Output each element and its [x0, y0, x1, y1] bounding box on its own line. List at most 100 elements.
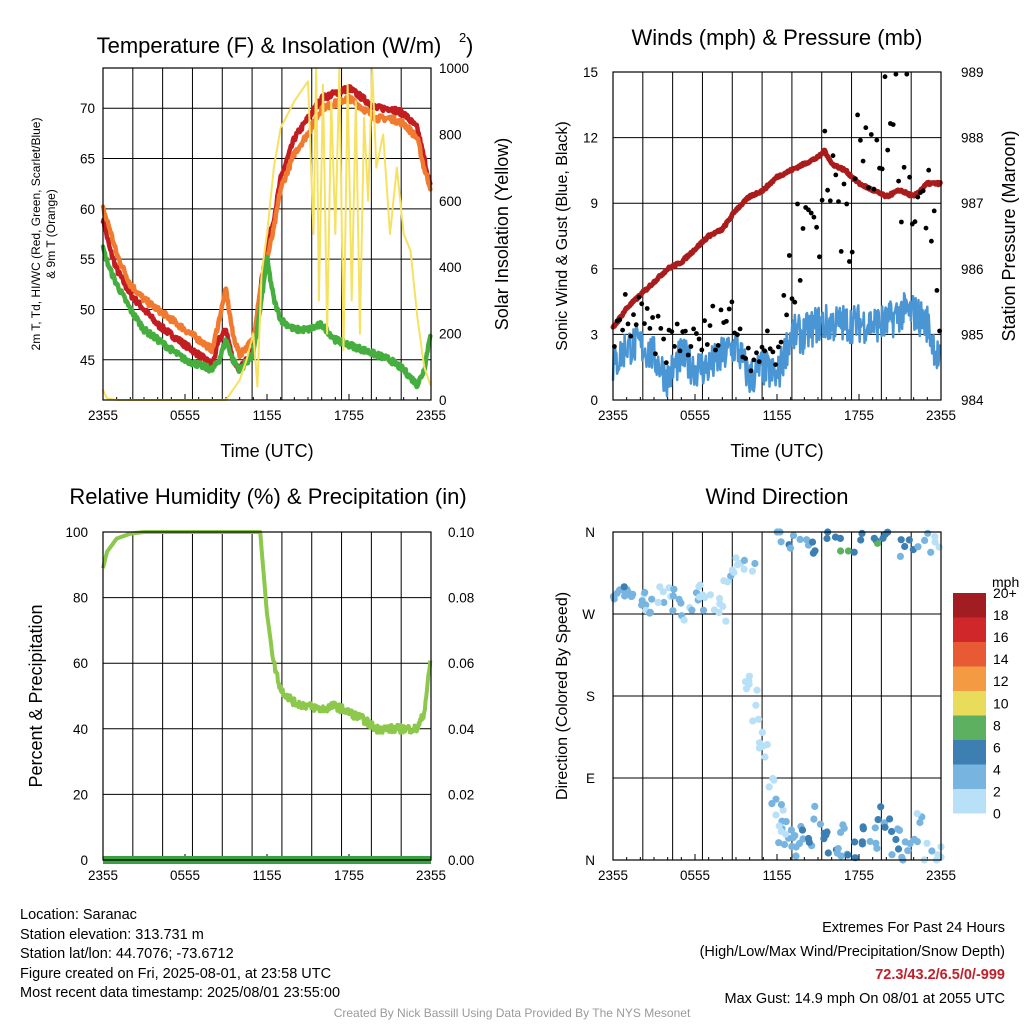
direction-point	[927, 548, 935, 556]
direction-point	[775, 822, 783, 830]
y-tick-label: 9	[590, 196, 598, 211]
gust-point	[871, 186, 877, 192]
direction-point	[670, 585, 678, 593]
gust-point	[855, 112, 860, 118]
gust-point	[893, 71, 899, 77]
direction-point	[777, 827, 785, 836]
direction-point	[858, 840, 867, 848]
gust-point	[642, 321, 647, 326]
direction-point	[810, 815, 818, 823]
y2-axis-label: Station Pressure (Maroon)	[999, 130, 1019, 341]
gust-point	[724, 318, 729, 324]
colorbar-swatch	[953, 666, 986, 691]
gust-point	[620, 327, 625, 333]
y-axis-label-line1: 2m T, Td, HI/WC (Red, Green, Scarlet/Blu…	[29, 118, 43, 351]
gust-point	[797, 278, 803, 283]
x-tick-label: 0555	[170, 408, 200, 423]
direction-point	[904, 847, 912, 855]
y-tick-label: N	[585, 853, 595, 868]
direction-point	[732, 554, 740, 562]
plot-border	[102, 531, 432, 861]
direction-point	[752, 701, 760, 709]
direction-point	[851, 838, 859, 846]
direction-point	[748, 567, 757, 575]
gust-point	[929, 238, 934, 244]
series-line-sonic-wind	[611, 292, 942, 398]
direction-point	[805, 838, 813, 846]
y2-tick-label: 0.04	[448, 722, 475, 737]
direction-point	[837, 547, 845, 555]
chart-title-humidity: Relative Humidity (%) & Precipitation (i…	[69, 484, 466, 509]
station-elevation: Station elevation: 313.731 m	[20, 926, 204, 943]
x-tick-label: 0555	[680, 868, 710, 883]
direction-point	[753, 686, 761, 694]
direction-point	[722, 617, 730, 625]
y-tick-label: 65	[80, 152, 95, 167]
direction-point	[740, 565, 748, 573]
direction-point	[921, 536, 929, 545]
y-tick-label: W	[582, 607, 595, 622]
max-gust: Max Gust: 14.9 mph On 08/01 at 2055 UTC	[724, 990, 1005, 1007]
direction-point	[669, 592, 677, 600]
y2-tick-label: 0.10	[448, 525, 474, 540]
x-tick-label: 1155	[762, 868, 791, 883]
y2-tick-label: 985	[961, 327, 984, 342]
series-line-td	[100, 244, 433, 390]
colorbar-swatch	[953, 764, 986, 789]
direction-point	[796, 535, 804, 544]
direction-point	[923, 839, 931, 847]
y-tick-label: 100	[65, 525, 88, 540]
direction-point	[873, 844, 881, 852]
extremes-info: Extremes For Past 24 Hours (High/Low/Max…	[700, 917, 1005, 1011]
y-tick-label: 55	[80, 252, 95, 267]
gust-point	[852, 176, 858, 182]
gust-point	[661, 336, 666, 342]
direction-point	[755, 715, 763, 723]
gust-point	[658, 326, 664, 331]
gust-point	[683, 328, 688, 334]
plot-border	[102, 67, 432, 401]
gust-point	[866, 185, 871, 191]
direction-point	[901, 542, 909, 551]
direction-point	[839, 821, 847, 829]
gust-point	[770, 349, 776, 355]
gust-point	[901, 164, 907, 170]
gust-point	[699, 347, 705, 353]
gust-point	[729, 299, 735, 305]
direction-point	[892, 835, 900, 844]
direction-point	[874, 816, 882, 824]
gust-point	[688, 344, 694, 349]
direction-point	[677, 599, 685, 607]
gust-point	[896, 178, 901, 184]
station-location: Location: Saranac	[20, 907, 137, 923]
gust-point	[762, 348, 768, 354]
gust-point	[849, 249, 855, 255]
y2-tick-label: 0.06	[448, 656, 474, 671]
direction-point	[688, 606, 696, 614]
gust-point	[704, 342, 710, 347]
gust-point	[631, 312, 636, 318]
colorbar-swatch	[953, 642, 986, 667]
direction-point	[798, 826, 807, 834]
gust-point	[912, 219, 918, 225]
y2-tick-label: 984	[961, 393, 984, 408]
colorbar-label: 10	[993, 695, 1009, 711]
x-tick-label: 2355	[598, 408, 628, 423]
direction-point	[924, 529, 932, 537]
gust-point	[622, 292, 628, 297]
gust-point	[767, 346, 773, 352]
colorbar-label: 14	[993, 651, 1009, 667]
gust-point	[833, 172, 839, 178]
y-tick-label: 45	[80, 353, 95, 368]
direction-point	[641, 588, 649, 597]
gust-point	[844, 201, 850, 207]
gust-point	[636, 294, 642, 300]
x-tick-label: 0555	[680, 408, 710, 423]
direction-point	[777, 538, 785, 546]
direction-point	[881, 823, 889, 831]
direction-point	[931, 533, 939, 541]
gust-point	[751, 357, 757, 363]
gust-point	[669, 329, 675, 334]
gust-point	[784, 312, 789, 318]
y-tick-label: S	[586, 689, 595, 704]
